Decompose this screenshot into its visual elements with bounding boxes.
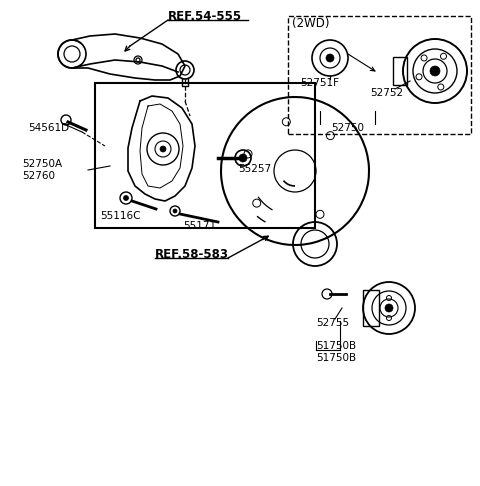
Text: 55257: 55257: [238, 164, 271, 174]
Text: 52751F: 52751F: [300, 78, 339, 88]
Bar: [95, 83, 315, 228]
Bar: [393, 57, 407, 85]
Text: REF.58-583: REF.58-583: [155, 247, 229, 260]
Text: REF.54-555: REF.54-555: [168, 10, 242, 22]
Text: 51750B: 51750B: [316, 353, 356, 363]
Circle shape: [173, 209, 177, 213]
Circle shape: [385, 304, 393, 312]
Text: 52750A: 52750A: [22, 159, 62, 169]
Text: 52760: 52760: [22, 171, 55, 181]
Text: 52755: 52755: [316, 318, 349, 328]
Text: 51750B: 51750B: [316, 341, 356, 351]
Bar: [363, 290, 379, 326]
Circle shape: [123, 195, 129, 201]
Circle shape: [326, 54, 334, 62]
Text: 54561D: 54561D: [28, 123, 69, 133]
Text: (2WD): (2WD): [292, 17, 329, 30]
Circle shape: [160, 146, 166, 152]
Text: 55116C: 55116C: [100, 211, 141, 221]
Text: 55171: 55171: [183, 221, 216, 231]
Text: 52750: 52750: [332, 123, 364, 133]
Text: 52752: 52752: [370, 88, 403, 98]
Circle shape: [430, 66, 440, 76]
Circle shape: [239, 154, 247, 162]
Bar: [288, 16, 471, 134]
